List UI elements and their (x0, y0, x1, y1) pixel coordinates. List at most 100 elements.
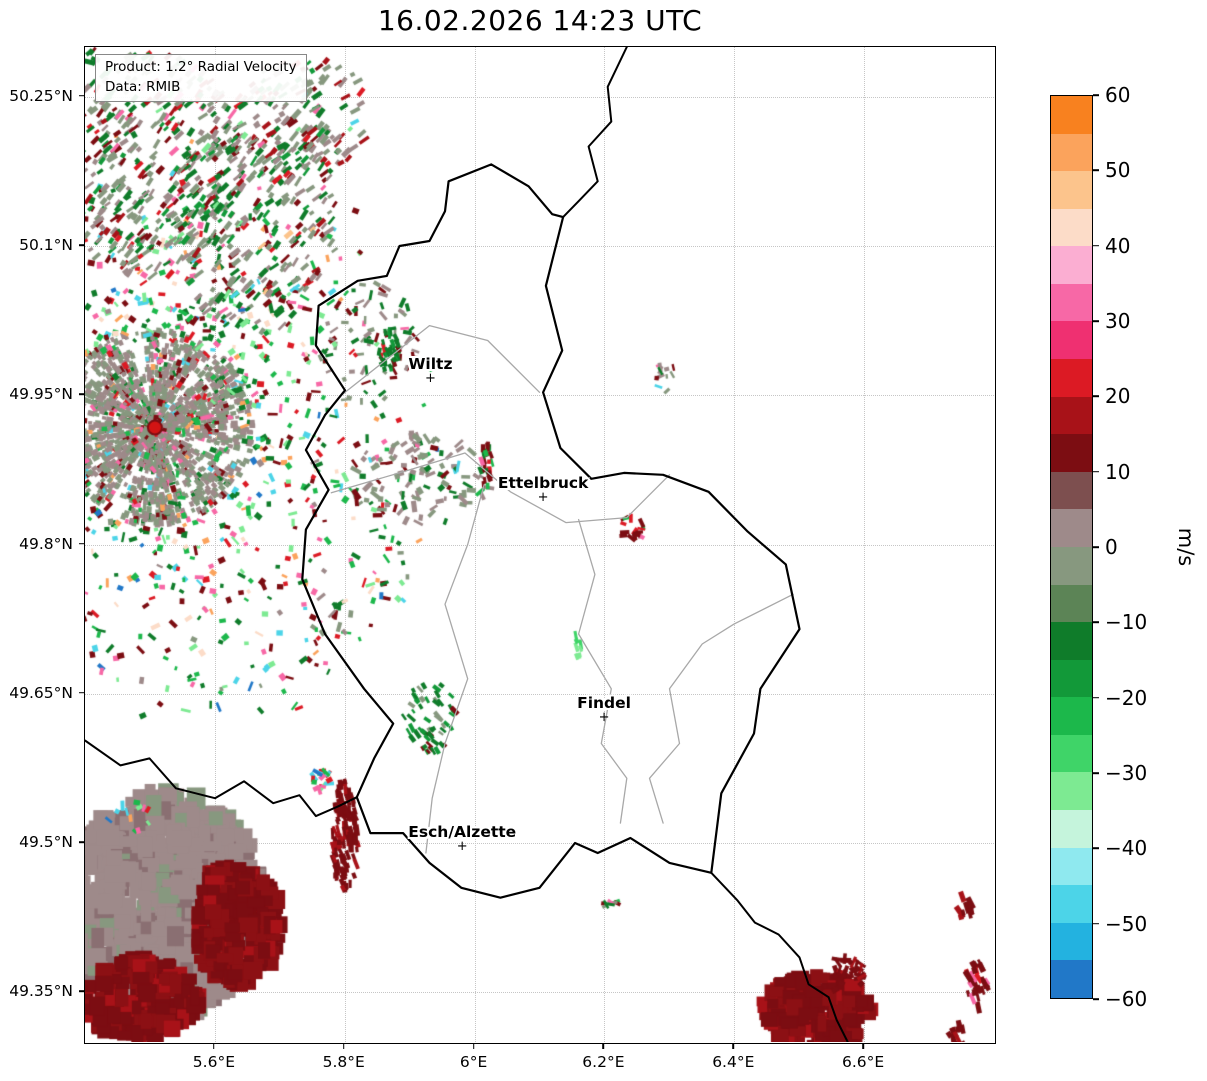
district-border (340, 324, 541, 396)
colorbar-band (1051, 960, 1092, 998)
x-tick-label: 6.6°E (841, 1053, 885, 1071)
colorbar-band (1051, 509, 1092, 547)
national-border (562, 47, 628, 219)
colorbar-band (1051, 847, 1092, 886)
district-border (648, 593, 794, 824)
colorbar-tick-mark (1093, 847, 1099, 850)
colorbar-tick-mark (1093, 94, 1099, 96)
y-tick-label: 49.35°N (9, 982, 73, 1001)
x-tick-label: 6°E (459, 1053, 488, 1071)
colorbar-band (1051, 659, 1092, 698)
colorbar-tick-mark (1093, 169, 1099, 172)
x-tick-mark (732, 1044, 735, 1049)
colorbar-tick-mark (1093, 244, 1099, 247)
x-tick-mark (213, 1044, 215, 1049)
colorbar-band (1051, 922, 1092, 961)
y-tick-label: 50.25°N (9, 86, 73, 105)
city-label-wiltz: Wiltz (408, 355, 453, 374)
colorbar-tick-mark (1093, 546, 1099, 548)
colorbar-tick-label: −30 (1105, 761, 1148, 785)
colorbar-tick-label: −20 (1105, 685, 1148, 710)
y-tick-label: 49.5°N (19, 833, 73, 851)
y-tick-mark (79, 393, 84, 396)
colorbar-tick-mark (1093, 470, 1099, 473)
colorbar-band (1051, 208, 1092, 247)
radar-echo-canvas (85, 47, 994, 1042)
y-axis: 50.25°N 50.1°N 49.95°N 49.8°N 49.65°N 49.5°N 4… (0, 46, 84, 1044)
y-tick-label: 49.8°N (19, 534, 73, 553)
x-tick-label: 5.8°E (322, 1053, 365, 1071)
y-tick-label: 49.65°N (9, 683, 73, 702)
city-label-ettelbruck: Ettelbruck (497, 473, 589, 492)
colorbar-band (1051, 434, 1092, 472)
data-source-label: Data: RMIB (105, 78, 181, 95)
colorbar-tick-label: 0 (1105, 535, 1118, 559)
y-tick-mark (79, 542, 84, 545)
colorbar-band (1051, 734, 1092, 773)
colorbar-band (1051, 246, 1092, 284)
y-tick-mark (79, 841, 84, 843)
x-tick-label: 6.4°E (712, 1053, 755, 1071)
x-tick-mark (862, 1044, 864, 1049)
y-tick-mark (79, 94, 84, 97)
colorbar-band (1051, 171, 1092, 209)
colorbar-band (1051, 885, 1092, 923)
colorbar-tick-label: 60 (1105, 83, 1131, 107)
colorbar-tick-label: 10 (1105, 459, 1131, 484)
colorbar-band (1051, 321, 1092, 360)
colorbar-tick-label: 40 (1105, 233, 1131, 258)
colorbar-band (1051, 809, 1092, 848)
city-plus-icon: + (424, 371, 436, 387)
y-tick-mark (79, 990, 84, 993)
colorbar-band (1051, 546, 1092, 585)
national-border (85, 739, 358, 818)
colorbar-band (1051, 584, 1092, 623)
colorbar-band (1051, 359, 1092, 397)
colorbar-tick-mark (1093, 772, 1099, 774)
colorbar-band (1051, 396, 1092, 435)
colorbar-gradient (1050, 95, 1093, 999)
colorbar-band (1051, 133, 1092, 172)
colorbar-tick-mark (1093, 696, 1099, 699)
colorbar-tick-label: 50 (1105, 158, 1131, 183)
colorbar-tick-label: −40 (1105, 836, 1148, 861)
product-info-box: Product: 1.2° Radial Velocity Data: RMIB (95, 54, 307, 103)
figure-title: 16.02.2026 14:23 UTC (377, 4, 703, 37)
colorbar-band (1051, 622, 1092, 660)
colorbar-tick-mark (1093, 998, 1099, 1000)
colorbar-band (1051, 283, 1092, 322)
city-markers-layer: + Wiltz + Ettelbruck + Findel + Esch/Alzette (85, 47, 994, 1042)
colorbar: 60 50 40 30 20 10 0 −10 −20 −30 −40 −50 −60 m/s (1050, 83, 1207, 1011)
colorbar-tick-label: 30 (1105, 309, 1131, 333)
colorbar-tick-mark (1093, 621, 1099, 624)
colorbar-unit-label: m/s (1174, 527, 1198, 567)
city-plus-icon: + (456, 839, 468, 855)
colorbar-band (1051, 772, 1092, 810)
luxembourg-border (301, 163, 801, 899)
y-tick-label: 49.95°N (9, 385, 73, 404)
city-plus-icon: + (537, 489, 549, 505)
colorbar-tick-label: −60 (1105, 987, 1148, 1011)
y-tick-mark (79, 691, 84, 694)
y-tick-label: 50.1°N (19, 236, 73, 254)
x-tick-mark (342, 1044, 345, 1049)
district-border (425, 484, 485, 854)
national-border (710, 871, 849, 1042)
colorbar-band (1051, 697, 1092, 735)
x-tick-label: 6.2°E (582, 1053, 625, 1071)
map-plot-area: + Wiltz + Ettelbruck + Findel + Esch/Alzette Pr… (84, 46, 996, 1044)
colorbar-tick-mark (1093, 922, 1099, 925)
city-plus-icon: + (598, 709, 610, 725)
colorbar-tick-label: 20 (1105, 384, 1131, 409)
city-label-findel: Findel (577, 693, 631, 712)
x-tick-label: 5.6°E (192, 1053, 235, 1071)
colorbar-tick-mark (1093, 320, 1099, 322)
y-tick-mark (79, 244, 84, 246)
x-tick-mark (602, 1044, 605, 1049)
colorbar-tick-label: −10 (1105, 610, 1148, 635)
x-tick-mark (472, 1044, 475, 1049)
country-borders-layer (85, 47, 849, 1042)
district-border (577, 518, 628, 824)
product-label: Product: 1.2° Radial Velocity (105, 59, 297, 75)
